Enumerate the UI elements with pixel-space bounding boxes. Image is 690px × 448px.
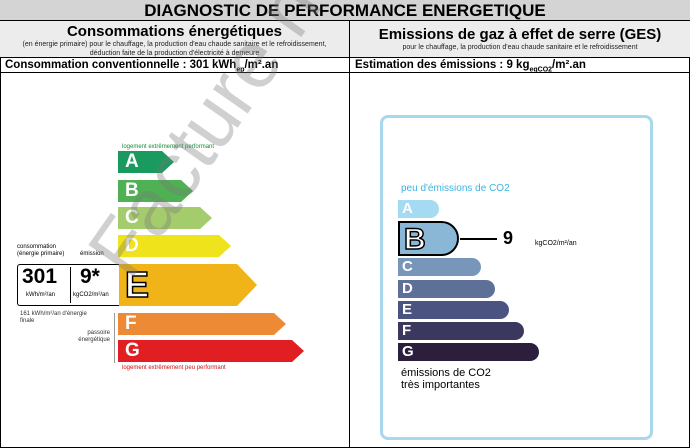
- consumption-value: 301: [22, 265, 58, 288]
- energy-class-a: A: [118, 151, 174, 173]
- value-divider: [70, 267, 71, 303]
- energy-class-e: E: [118, 264, 257, 306]
- ges-summary: Estimation des émissions : 9 kgeqCO2/m².…: [350, 58, 690, 73]
- ges-class-g: G: [398, 343, 539, 361]
- emission-unit: kgCO2/m²/an: [73, 292, 109, 298]
- energy-class-b: B: [118, 180, 193, 202]
- emission-value: 9*: [80, 265, 100, 288]
- passoire-label: passoire énergétique: [78, 330, 110, 343]
- ges-unit: kgCO2/m²/an: [535, 240, 577, 247]
- energy-summary: Consommation conventionnelle : 301 kWhep…: [0, 58, 349, 73]
- ges-header: Emissions de gaz à effet de serre (GES) …: [350, 21, 690, 58]
- energy-class-c: C: [118, 207, 212, 229]
- emission-label: émission: [80, 251, 104, 257]
- energy-class-g: G: [118, 340, 304, 362]
- value-box: 301 kWh/m²/an 9* kgCO2/m²/an: [17, 264, 119, 306]
- passoire-bracket: [114, 313, 115, 363]
- ges-class-c: C: [398, 258, 481, 276]
- energy-bottom-label: logement extrêmement peu performant: [122, 365, 226, 371]
- energy-class-f: F: [118, 313, 286, 335]
- ges-top-label: peu d'émissions de CO2: [401, 183, 510, 194]
- ges-bottom-label: émissions de CO2 très importantes: [401, 367, 491, 391]
- ges-class-a: A: [398, 200, 439, 218]
- energy-heading: Consommations énergétiques: [66, 23, 283, 40]
- page-title: DIAGNOSTIC DE PERFORMANCE ENERGETIQUE: [0, 0, 690, 21]
- ges-class-e: E: [398, 301, 509, 319]
- final-energy: 161 kWh/m²/an d'énergie finale: [20, 311, 87, 324]
- ges-pointer-line: [460, 238, 497, 240]
- ges-value: 9: [503, 228, 514, 248]
- energy-top-label: logement extrêmement performant: [122, 144, 215, 150]
- energy-header: Consommations énergétiques (en énergie p…: [0, 21, 349, 58]
- energy-description: (en énergie primaire) pour le chauffage,…: [22, 41, 327, 57]
- ges-description: pour le chauffage, la production d'eau c…: [402, 44, 638, 51]
- column-divider: [349, 21, 350, 448]
- ges-box: [380, 115, 653, 440]
- consumption-unit: kWh/m²/an: [26, 292, 56, 298]
- ges-class-b: B: [398, 221, 459, 257]
- consumption-label: consommation (énergie primaire): [17, 244, 65, 257]
- ges-heading: Emissions de gaz à effet de serre (GES): [378, 26, 662, 43]
- energy-class-d: D: [118, 235, 231, 257]
- ges-class-d: D: [398, 280, 495, 298]
- ges-class-f: F: [398, 322, 524, 340]
